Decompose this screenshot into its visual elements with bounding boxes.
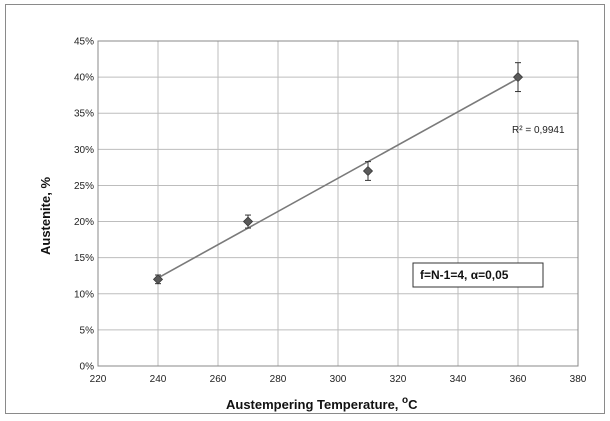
- x-tick-label-3: 280: [270, 374, 287, 385]
- data-points: [152, 72, 524, 285]
- chart-frame: [5, 4, 605, 414]
- x-tick-label-1: 240: [150, 374, 167, 385]
- r-squared-label: R² = 0,9941: [512, 125, 565, 136]
- stats-box: f=N-1=4, α=0,05: [412, 262, 544, 288]
- x-tick-label-8: 380: [570, 374, 587, 385]
- trendline: [157, 77, 519, 279]
- plot-area: [97, 40, 579, 367]
- y-tick-label-5: 25%: [74, 181, 94, 192]
- y-tick-label-3: 15%: [74, 253, 94, 264]
- grid: [97, 40, 579, 367]
- data-point-3: [512, 72, 524, 83]
- y-tick-label-7: 35%: [74, 109, 94, 120]
- x-tick-label-4: 300: [330, 374, 347, 385]
- y-axis-title: Austenite, %: [38, 177, 53, 255]
- y-tick-label-4: 20%: [74, 217, 94, 228]
- y-tick-label-0: 0%: [80, 362, 95, 373]
- y-tick-label-9: 45%: [74, 37, 94, 48]
- y-tick-label-1: 5%: [80, 325, 95, 336]
- x-axis-title-unit: C: [408, 397, 418, 412]
- x-axis-title-sup: o: [402, 395, 408, 406]
- x-axis-ticks: 220 240 260 280 300 320 340 360 380: [90, 374, 587, 385]
- plot-border: [97, 40, 579, 367]
- trendline-line: [157, 77, 519, 279]
- data-point-0: [152, 274, 164, 285]
- x-axis-title-text: Austempering Temperature,: [226, 397, 402, 412]
- stats-box-frame: [412, 262, 544, 288]
- stats-box-text: f=N-1=4, α=0,05: [420, 268, 509, 282]
- x-axis-title: Austempering Temperature, oC: [226, 395, 418, 412]
- x-tick-label-7: 360: [510, 374, 527, 385]
- x-tick-label-0: 220: [90, 374, 107, 385]
- y-tick-label-8: 40%: [74, 73, 94, 84]
- data-point-1: [242, 216, 254, 227]
- y-axis-ticks: 0% 5% 10% 15% 20% 25% 30% 35% 40% 45%: [74, 37, 94, 373]
- x-tick-label-5: 320: [390, 374, 407, 385]
- y-tick-label-2: 10%: [74, 289, 94, 300]
- x-tick-label-6: 340: [450, 374, 467, 385]
- data-point-2: [362, 165, 374, 177]
- y-tick-label-6: 30%: [74, 145, 94, 156]
- x-tick-label-2: 260: [210, 374, 227, 385]
